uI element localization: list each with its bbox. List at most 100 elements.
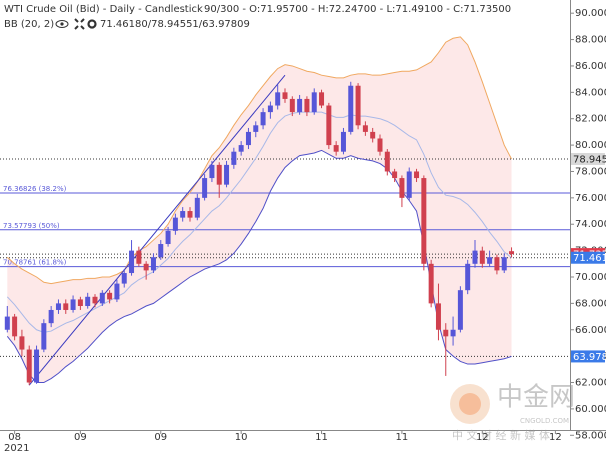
y-tick-label: 74.000 [575,219,606,230]
candle-body [384,151,390,172]
x-tick-label: 08 [8,432,21,443]
indicator-icons[interactable] [55,18,97,30]
candle-body [289,98,295,113]
candle-body [443,329,449,337]
candle-body [319,92,325,106]
candle-body [85,296,91,307]
candle-body [158,244,164,258]
candle-body [355,85,361,126]
candle-body [472,250,478,264]
candle-body [209,164,215,179]
y-tick-label: 76.000 [575,193,606,204]
gear-icon[interactable] [87,19,97,29]
y-tick-label: 70.000 [575,272,606,283]
candle-body [260,112,266,126]
candle-body [275,92,281,106]
y-tick-label: 78.000 [575,166,606,177]
candle-body [253,125,259,132]
candle-body [494,257,500,271]
candle-body [202,178,208,198]
indicator-values: 71.46180/78.94551/63.97809 [100,19,250,30]
plot-area: 76.36826 (38.2%) 73.57793 (50%) 70.78761 (… [0,36,570,386]
candle-body [165,230,171,245]
candle-body [487,257,493,264]
candle-body [114,283,120,300]
candle-body [450,329,456,337]
candle-body [435,303,441,330]
eye-icon[interactable] [55,20,69,28]
bb-upper [6,36,512,285]
candle-body [34,349,40,383]
x-tick-label: 09 [154,432,167,443]
close-icon[interactable] [74,18,85,30]
candle-body [428,263,434,304]
candle-body [297,98,303,113]
bb-lower [6,149,512,384]
x-tick-label: 12 [549,432,562,443]
y-tick-label: 86.000 [575,61,606,72]
candle-body [414,171,420,179]
price-box [571,350,605,363]
candle-body [121,273,127,284]
y-tick-label: 58.000 [575,430,606,441]
candle-body [479,250,485,264]
candle-body [216,164,222,185]
candle-body [392,171,398,179]
candle-body [501,257,507,271]
chart-subtitle: 90/300 - O:71.95700 - H:72.24700 - L:71.… [204,4,511,15]
candle-body [55,303,61,310]
price-box-label: 63.978 [573,352,606,363]
watermark-brand: 中金网 [497,383,575,413]
year-label: 2021 [4,443,29,453]
y-tick-label: 90.000 [575,8,606,19]
fib-label: 70.78761 (61.8%) [3,259,67,267]
candle-body [377,138,383,152]
candle-body [143,263,149,271]
candle-body [99,292,105,304]
candle-body [362,125,368,132]
candle-body [238,145,244,152]
y-tick-label: 82.000 [575,114,606,125]
x-tick-label: 10 [235,432,248,443]
fib-label: 76.36826 (38.2%) [3,185,67,193]
candle-body [267,105,273,113]
trendline [28,74,286,386]
candle-body [465,263,471,291]
candle-body [326,105,332,146]
candle-body [231,151,237,165]
candle-body [107,292,113,300]
watermark-site: CNGOLD.COM [520,417,569,425]
candle-body [48,309,54,324]
candle-body [187,211,193,218]
y-tick-label: 66.000 [575,325,606,336]
y-tick-label: 60.000 [575,404,606,415]
candle-body [19,336,25,350]
candle-body [370,131,376,139]
y-tick-label: 80.000 [575,140,606,151]
candle-body [194,197,200,218]
y-tick-label: 62.000 [575,378,606,389]
candle-body [180,211,186,218]
y-tick-label: 88.000 [575,35,606,46]
x-tick-label: 11 [396,432,409,443]
candle-body [348,85,354,132]
candle-body [340,131,346,152]
candle-body [406,171,412,198]
watermark-slogan: 中 文 财 经 新 媒 体 [452,428,550,442]
candle-body [12,316,18,337]
candle-body [4,316,10,330]
bb-band [7,36,512,383]
candle-body [245,131,251,146]
price-box-label: 78.945 [573,155,606,166]
indicator-name: BB (20, 2) [4,19,54,30]
candle-body [70,299,76,310]
candle-body [304,98,310,113]
candle-body [129,250,135,274]
candle-body [421,178,427,264]
candle-body [26,349,32,383]
candle-body [136,250,142,264]
logo-inner [459,393,481,415]
y-tick-label: 84.000 [575,87,606,98]
x-tick-label: 09 [74,432,87,443]
